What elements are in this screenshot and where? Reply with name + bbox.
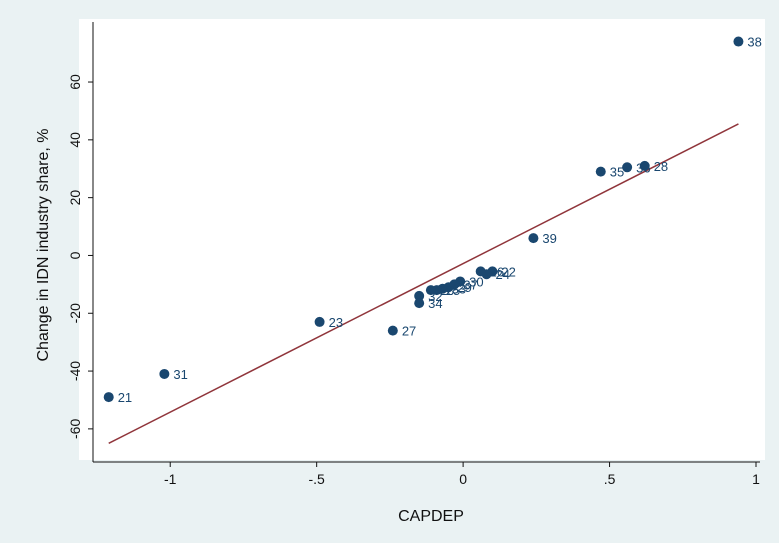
x-tick-label: 0 xyxy=(459,471,467,487)
data-point xyxy=(425,285,436,296)
data-point-label: 24 xyxy=(496,267,510,282)
y-tick-label: -60 xyxy=(67,419,83,439)
x-tick-label: 1 xyxy=(752,471,760,487)
data-points: 3835362839222426303729332520323427233121 xyxy=(103,35,762,405)
data-point-label: 26 xyxy=(490,264,504,279)
plot-area xyxy=(79,19,765,460)
data-point xyxy=(159,368,170,379)
data-point-label: 25 xyxy=(446,283,460,298)
data-point-label: 39 xyxy=(542,231,556,246)
x-tick-label: -1 xyxy=(164,471,177,487)
data-point-label: 32 xyxy=(428,289,442,304)
fit-line xyxy=(108,123,739,444)
data-point xyxy=(103,392,114,403)
y-axis-title: Change in IDN industry share, % xyxy=(35,129,52,362)
data-point-label: 28 xyxy=(654,159,668,174)
x-tick-label: -.5 xyxy=(308,471,325,487)
data-point-label: 34 xyxy=(428,296,442,311)
data-point xyxy=(414,298,425,309)
y-tick-label: 20 xyxy=(67,190,83,206)
data-point-label: 31 xyxy=(173,367,187,382)
fit-line-group xyxy=(108,123,739,444)
x-axis-title: CAPDEP xyxy=(398,508,464,525)
axes: -1 -.5 0 .5 1 -60 -40 -20 0 20 40 60 xyxy=(67,22,760,487)
data-point-label: 35 xyxy=(610,165,624,180)
data-point-label: 29 xyxy=(457,280,471,295)
data-point xyxy=(595,166,606,177)
y-tick-label: -20 xyxy=(67,303,83,323)
data-point-label: 27 xyxy=(402,324,416,339)
y-tick-label: 60 xyxy=(67,74,83,90)
data-point-label: 37 xyxy=(463,277,477,292)
y-tick-label: 0 xyxy=(67,251,83,259)
data-point-label: 22 xyxy=(501,264,515,279)
data-point xyxy=(622,162,633,173)
y-tick-label: -40 xyxy=(67,361,83,381)
data-point-label: 20 xyxy=(440,283,454,298)
data-point-label: 33 xyxy=(452,282,466,297)
y-tick-label: 40 xyxy=(67,132,83,148)
data-point-label: 30 xyxy=(469,274,483,289)
data-point xyxy=(639,160,650,171)
data-point xyxy=(414,290,425,301)
data-point xyxy=(475,266,486,277)
data-point-label: 21 xyxy=(118,390,132,405)
data-point xyxy=(733,36,744,47)
data-point xyxy=(528,233,539,244)
data-point xyxy=(314,316,325,327)
x-tick-label: .5 xyxy=(604,471,616,487)
data-point-label: 23 xyxy=(329,315,343,330)
data-point-label: 38 xyxy=(747,35,761,50)
data-point xyxy=(387,325,398,336)
